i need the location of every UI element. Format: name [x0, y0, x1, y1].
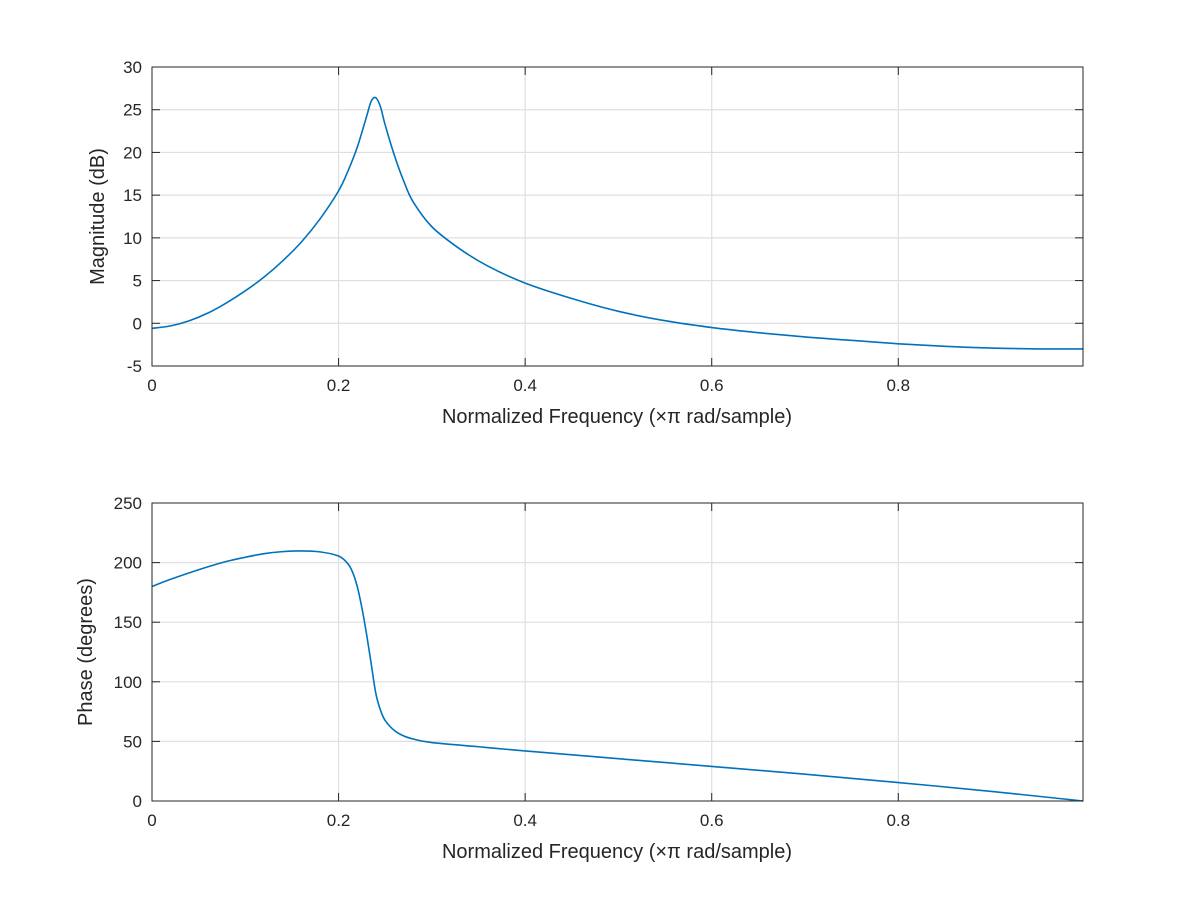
phase-xtick-label: 0.6 [700, 811, 724, 830]
magnitude-series-line [151, 96, 1084, 350]
magnitude-xtick-label: 0 [147, 376, 156, 395]
phase-xtick-label: 0.8 [886, 811, 910, 830]
phase-ylabel: Phase (degrees) [75, 578, 97, 726]
magnitude-ytick-label: 25 [123, 101, 142, 120]
magnitude-plot-area [152, 67, 1083, 366]
magnitude-xtick-label: 0.4 [513, 376, 537, 395]
phase-axes-box [151, 502, 1084, 802]
magnitude-xtick-label: 0.6 [700, 376, 724, 395]
phase-ytick-label: 100 [114, 673, 142, 692]
magnitude-ytick-label: 5 [133, 272, 142, 291]
phase-xtick-label: 0.2 [327, 811, 351, 830]
phase-ytick-label: 50 [123, 732, 142, 751]
phase-plot-area [152, 503, 1083, 801]
phase-axes: 0 0.2 0.4 0.6 0.8 0 50 100 150 200 250 Normalized … [75, 494, 1084, 863]
phase-ytick-label: 200 [114, 554, 142, 573]
phase-ytick-label: 250 [114, 494, 142, 513]
magnitude-ticks [151, 66, 1083, 367]
phase-xlabel: Normalized Frequency (×π rad/sample) [442, 841, 792, 863]
magnitude-xlabel: Normalized Frequency (×π rad/sample) [442, 406, 792, 428]
magnitude-ytick-label: 0 [133, 314, 142, 333]
phase-tick-labels: 0 0.2 0.4 0.6 0.8 0 50 100 150 200 250 [114, 494, 910, 830]
magnitude-axes-box [151, 66, 1084, 367]
magnitude-ytick-label: 20 [123, 143, 142, 162]
phase-xtick-label: 0.4 [513, 811, 537, 830]
phase-xtick-label: 0 [147, 811, 156, 830]
phase-ytick-label: 0 [133, 792, 142, 811]
phase-ticks [151, 502, 1083, 802]
magnitude-ytick-label: 10 [123, 229, 142, 248]
magnitude-line-group [151, 96, 1084, 350]
magnitude-xtick-label: 0.8 [886, 376, 910, 395]
phase-series-line [151, 550, 1084, 802]
phase-ytick-label: 150 [114, 613, 142, 632]
magnitude-axes: 0 0.2 0.4 0.6 0.8 -5 0 5 10 15 20 25 30 Normalized F… [87, 58, 1084, 428]
magnitude-grid [152, 67, 1083, 366]
magnitude-xtick-label: 0.2 [327, 376, 351, 395]
magnitude-ytick-label: -5 [127, 357, 142, 376]
phase-line-group [151, 550, 1084, 802]
magnitude-ytick-label: 30 [123, 58, 142, 77]
magnitude-ylabel: Magnitude (dB) [87, 148, 109, 285]
magnitude-tick-labels: 0 0.2 0.4 0.6 0.8 -5 0 5 10 15 20 25 30 [123, 58, 910, 395]
magnitude-ytick-label: 15 [123, 186, 142, 205]
